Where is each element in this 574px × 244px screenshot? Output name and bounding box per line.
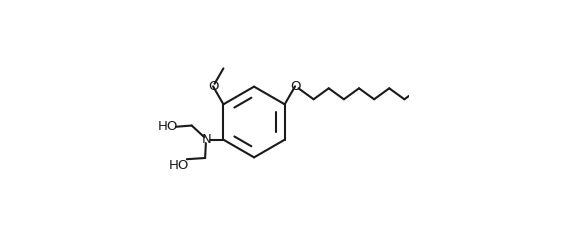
Text: HO: HO bbox=[169, 159, 189, 172]
Text: N: N bbox=[201, 133, 211, 146]
Text: HO: HO bbox=[158, 120, 178, 133]
Text: O: O bbox=[208, 80, 218, 93]
Text: O: O bbox=[290, 80, 300, 93]
